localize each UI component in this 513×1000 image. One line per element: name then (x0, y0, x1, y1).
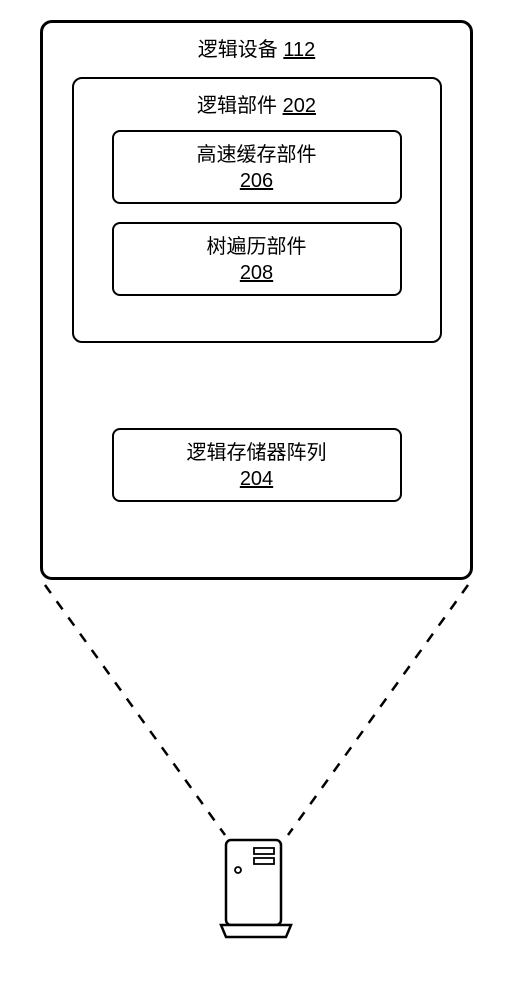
storage-array-box: 逻辑存储器阵列 204 (112, 428, 402, 502)
dashed-line-left (45, 585, 225, 835)
logic-device-label: 逻辑设备 (198, 39, 278, 61)
connector-lines (0, 580, 513, 840)
cache-component-num: 206 (114, 168, 400, 194)
cache-component-label: 高速缓存部件 (114, 142, 400, 168)
storage-array-num: 204 (114, 466, 400, 492)
tree-component-label: 树遍历部件 (114, 234, 400, 260)
logic-component-box: 逻辑部件 202 高速缓存部件 206 树遍历部件 208 (72, 77, 442, 343)
tree-component-num: 208 (114, 260, 400, 286)
logic-device-title: 逻辑设备 112 (43, 33, 470, 62)
logic-device-box: 逻辑设备 112 逻辑部件 202 高速缓存部件 206 树遍历部件 208 逻… (40, 20, 473, 580)
tree-component-box: 树遍历部件 208 (112, 222, 402, 296)
logic-component-num: 202 (283, 95, 316, 117)
server-icon (216, 835, 296, 945)
logic-component-label: 逻辑部件 (197, 95, 277, 117)
storage-array-label: 逻辑存储器阵列 (114, 440, 400, 466)
logic-component-title: 逻辑部件 202 (74, 89, 440, 118)
logic-device-num: 112 (283, 39, 315, 61)
cache-component-box: 高速缓存部件 206 (112, 130, 402, 204)
dashed-line-right (288, 585, 468, 835)
